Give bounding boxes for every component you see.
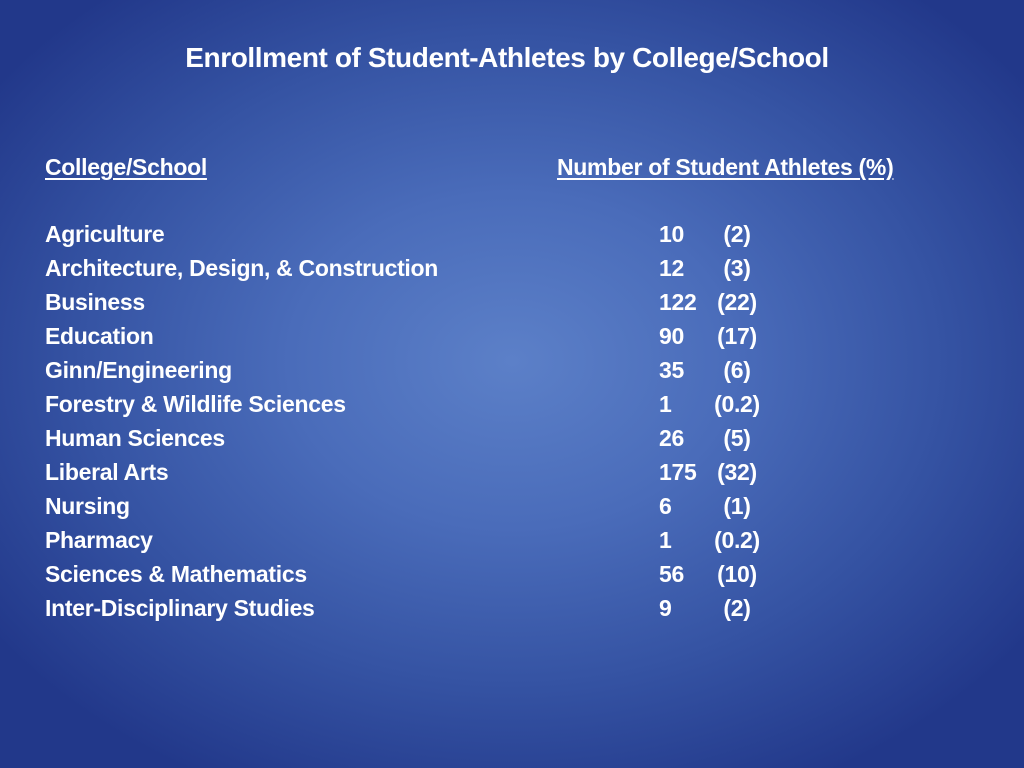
athlete-percent: (5): [723, 425, 751, 451]
athlete-count: 6: [659, 493, 672, 519]
athlete-percent: (1): [723, 493, 751, 519]
enrollment-table: Agriculture 10 (2) Architecture, Design, & …: [0, 221, 1024, 629]
college-name: Business: [45, 289, 145, 315]
table-row: Ginn/Engineering 35 (6): [0, 357, 1024, 391]
college-name: Education: [45, 323, 154, 349]
athlete-count: 12: [659, 255, 684, 281]
athlete-count: 1: [659, 391, 672, 417]
table-row: Agriculture 10 (2): [0, 221, 1024, 255]
table-row: Sciences & Mathematics 56 (10): [0, 561, 1024, 595]
college-name: Nursing: [45, 493, 130, 519]
athlete-percent: (17): [717, 323, 757, 349]
athlete-count: 122: [659, 289, 697, 315]
table-row: Liberal Arts 175 (32): [0, 459, 1024, 493]
athlete-count: 90: [659, 323, 684, 349]
athlete-percent: (10): [717, 561, 757, 587]
athlete-count: 10: [659, 221, 684, 247]
column-header-number: Number of Student Athletes (%): [557, 154, 894, 180]
athlete-percent: (0.2): [714, 527, 760, 553]
table-row: Business 122 (22): [0, 289, 1024, 323]
college-name: Pharmacy: [45, 527, 153, 553]
college-name: Inter-Disciplinary Studies: [45, 595, 315, 621]
slide-title: Enrollment of Student-Athletes by Colleg…: [185, 42, 829, 73]
athlete-percent: (6): [723, 357, 751, 383]
college-name: Architecture, Design, & Construction: [45, 255, 439, 281]
table-row: Pharmacy 1 (0.2): [0, 527, 1024, 561]
table-row: Architecture, Design, & Construction 12 (3…: [0, 255, 1024, 289]
athlete-count: 1: [659, 527, 672, 553]
table-row: Education 90 (17): [0, 323, 1024, 357]
athlete-count: 35: [659, 357, 684, 383]
athlete-count: 26: [659, 425, 684, 451]
column-header-college: College/School: [45, 154, 207, 180]
college-name: Human Sciences: [45, 425, 225, 451]
table-row: Forestry & Wildlife Sciences 1 (0.2): [0, 391, 1024, 425]
table-row: Nursing 6 (1): [0, 493, 1024, 527]
athlete-count: 56: [659, 561, 684, 587]
table-row: Inter-Disciplinary Studies 9 (2): [0, 595, 1024, 629]
table-row: Human Sciences 26 (5): [0, 425, 1024, 459]
athlete-count: 9: [659, 595, 672, 621]
athlete-percent: (32): [717, 459, 757, 485]
athlete-percent: (2): [723, 595, 751, 621]
college-name: Ginn/Engineering: [45, 357, 232, 383]
college-name: Sciences & Mathematics: [45, 561, 307, 587]
athlete-percent: (22): [717, 289, 757, 315]
college-name: Forestry & Wildlife Sciences: [45, 391, 346, 417]
athlete-percent: (2): [723, 221, 751, 247]
athlete-percent: (3): [723, 255, 751, 281]
college-name: Agriculture: [45, 221, 165, 247]
athlete-count: 175: [659, 459, 697, 485]
athlete-percent: (0.2): [714, 391, 760, 417]
college-name: Liberal Arts: [45, 459, 169, 485]
